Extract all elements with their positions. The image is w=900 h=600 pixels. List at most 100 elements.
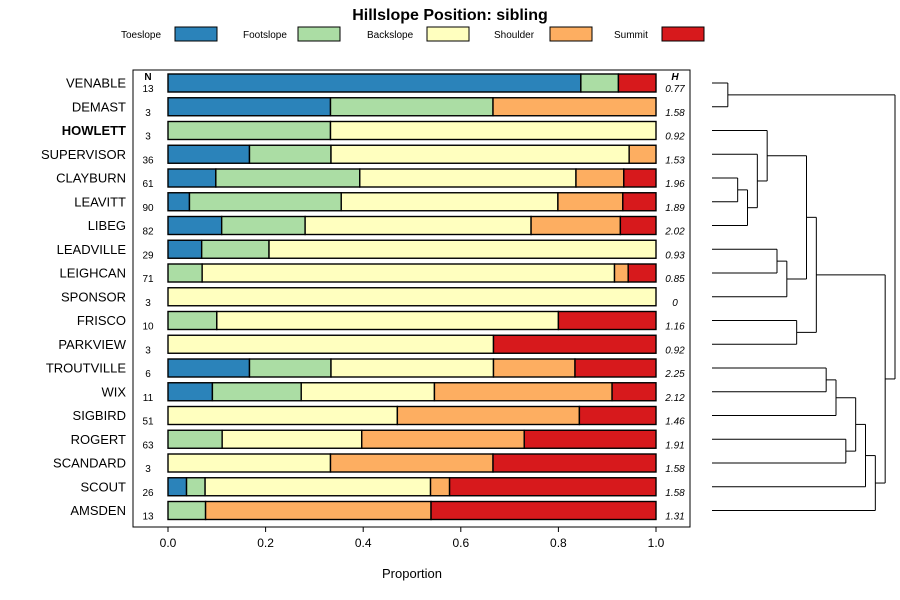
bar-segment-toeslope <box>167 192 191 212</box>
bar-segment-shoulder <box>575 168 625 188</box>
h-value: 0.93 <box>665 250 685 261</box>
bar-segment-footslope <box>167 500 207 521</box>
bar-segment-footslope <box>215 168 361 188</box>
category-label: LEIGHCAN <box>60 266 126 281</box>
category-label: LEAVITT <box>74 194 126 209</box>
bar-segment-summit <box>492 453 657 473</box>
category-label: TROUTVILLE <box>46 361 127 376</box>
category-label: HOWLETT <box>62 123 126 138</box>
category-label: ROGERT <box>71 432 126 447</box>
bar-segment-summit <box>523 429 657 449</box>
n-value: 10 <box>142 322 154 333</box>
category-label: PARKVIEW <box>58 337 126 352</box>
bar-segment-footslope <box>211 382 302 402</box>
category-label: SUPERVISOR <box>41 147 126 162</box>
bar-segment-footslope <box>167 120 332 141</box>
x-tick-label: 1.0 <box>648 536 665 550</box>
bar-segment-backslope <box>268 239 657 259</box>
legend-swatch-summit <box>661 26 705 42</box>
h-value: 0.92 <box>665 345 685 356</box>
bar-segment-summit <box>619 215 657 236</box>
category-label: WIX <box>101 384 126 399</box>
x-tick-label: 0.6 <box>452 536 469 550</box>
bar-segment-shoulder <box>613 263 629 283</box>
legend-swatch-shoulder <box>549 26 593 42</box>
category-label: SCOUT <box>81 479 127 494</box>
category-label: LEADVILLE <box>57 242 127 257</box>
bar-segment-backslope <box>201 263 616 283</box>
h-column-header: H <box>671 72 679 83</box>
x-tick-label: 0.4 <box>355 536 372 550</box>
category-label: VENABLE <box>66 76 126 91</box>
plot-panel <box>132 69 691 528</box>
n-value: 11 <box>143 393 154 404</box>
n-value: 13 <box>142 512 154 523</box>
n-value: 29 <box>142 250 154 261</box>
bar-segment-footslope <box>185 477 206 497</box>
category-label: SIGBIRD <box>73 408 126 423</box>
legend-label-summit: Summit <box>614 30 648 41</box>
bar-segment-summit <box>574 358 657 378</box>
x-axis-label: Proportion <box>382 566 442 581</box>
bar-segment-summit <box>611 382 657 402</box>
h-value: 1.46 <box>665 417 685 428</box>
bar-segment-backslope <box>359 168 577 188</box>
bar-segment-summit <box>627 263 657 283</box>
bar-segment-shoulder <box>492 358 576 378</box>
n-value: 3 <box>145 132 151 143</box>
bar-segment-footslope <box>248 358 332 378</box>
chart-title: Hillslope Position: sibling <box>352 7 548 24</box>
bar-segment-footslope <box>188 192 342 212</box>
bar-segment-shoulder <box>492 97 657 117</box>
bar-segment-backslope <box>330 144 630 164</box>
h-value: 1.31 <box>665 512 684 523</box>
n-value: 36 <box>142 155 154 166</box>
bar-segment-backslope <box>340 192 559 212</box>
category-label: SCANDARD <box>53 456 126 471</box>
bar-segment-backslope <box>167 334 495 354</box>
n-value: 63 <box>142 440 154 451</box>
category-label: FRISCO <box>77 313 126 328</box>
x-tick-label: 0.2 <box>257 536 274 550</box>
legend-label-shoulder: Shoulder <box>494 30 535 41</box>
bar-segment-summit <box>448 477 657 497</box>
bar-segment-footslope <box>220 215 306 236</box>
bar-segment-shoulder <box>329 453 494 473</box>
h-value: 0.85 <box>665 274 685 285</box>
category-label: SPONSOR <box>61 289 126 304</box>
bar-segment-backslope <box>167 405 399 426</box>
h-value: 2.12 <box>664 393 685 404</box>
bar-segment-summit <box>622 192 657 212</box>
h-value: 1.96 <box>665 179 685 190</box>
category-label: CLAYBURN <box>56 171 126 186</box>
legend-swatch-backslope <box>426 26 470 42</box>
bar-segment-backslope <box>329 120 657 141</box>
x-tick-label: 0.8 <box>550 536 567 550</box>
category-label: LIBEG <box>88 218 126 233</box>
legend: Toeslope Footslope Backslope Shoulder Summit <box>121 26 705 42</box>
bar-segment-toeslope <box>167 239 203 259</box>
x-tick-label: 0.0 <box>160 536 177 550</box>
bar-segment-shoulder <box>396 405 581 426</box>
bar-segment-shoulder <box>628 144 657 164</box>
n-value: 61 <box>142 179 154 190</box>
bar-segment-backslope <box>300 382 436 402</box>
h-value: 1.16 <box>665 322 685 333</box>
n-value: 3 <box>145 464 151 475</box>
bars <box>167 73 657 521</box>
legend-label-backslope: Backslope <box>367 30 414 41</box>
bar-segment-shoulder <box>429 477 451 497</box>
legend-swatch-footslope <box>297 26 341 42</box>
h-value: 1.58 <box>665 108 685 119</box>
bar-segment-summit <box>617 73 657 93</box>
x-axis: 0.0 0.2 0.4 0.6 0.8 1.0 <box>132 69 691 550</box>
bar-segment-backslope <box>221 429 363 449</box>
bar-segment-toeslope <box>167 215 223 236</box>
bar-segment-shoulder <box>557 192 624 212</box>
n-value: 82 <box>142 227 154 238</box>
h-value: 1.91 <box>665 440 684 451</box>
bar-segment-toeslope <box>167 168 217 188</box>
bar-segment-summit <box>557 310 657 331</box>
dendrogram <box>712 82 896 511</box>
